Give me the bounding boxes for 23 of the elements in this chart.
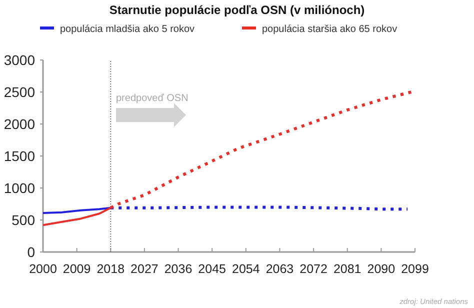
x-tick-label: 2054 — [232, 262, 260, 276]
x-tick-label: 2045 — [198, 262, 226, 276]
x-tick-label: 2000 — [29, 262, 57, 276]
y-tick-label: 0 — [27, 244, 36, 260]
x-tick-label: 2009 — [62, 262, 91, 276]
y-tick-label: 1000 — [4, 180, 36, 196]
x-tick-label: 2081 — [333, 262, 362, 276]
x-tick-label: 2027 — [130, 262, 158, 276]
legend-label: populácia staršia ako 65 rokov — [262, 24, 398, 35]
chart-title: Starnutie populácie podľa OSN (v miliónoch) — [109, 3, 365, 17]
x-tick-label: 2072 — [300, 262, 328, 276]
x-tick-label: 2090 — [367, 262, 396, 276]
x-tick-label: 2036 — [164, 262, 192, 276]
legend-label: populácia mladšia ako 5 rokov — [60, 24, 195, 35]
x-tick-label: 2018 — [96, 262, 125, 276]
x-tick-label: 2063 — [266, 262, 294, 276]
y-tick-label: 2000 — [4, 116, 36, 132]
y-tick-label: 1500 — [4, 148, 36, 164]
y-tick-label: 500 — [12, 212, 36, 228]
y-tick-label: 3000 — [4, 52, 36, 68]
y-tick-label: 2500 — [4, 84, 36, 100]
annotation: predpoveď OSN — [116, 93, 188, 104]
x-tick-label: 2099 — [401, 262, 429, 276]
